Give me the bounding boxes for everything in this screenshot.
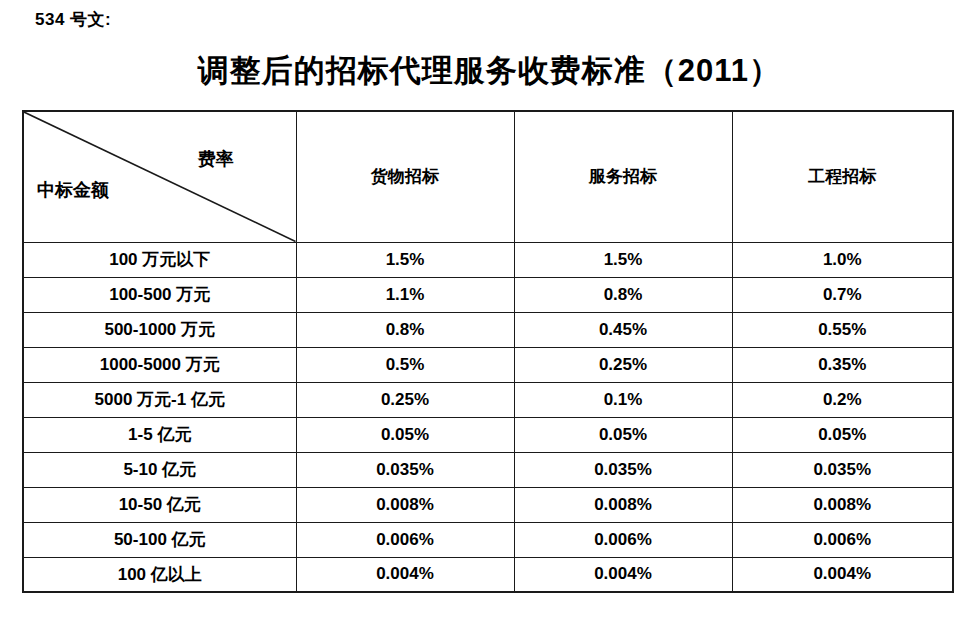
table-row: 10-50 亿元 0.008% 0.008% 0.008% bbox=[23, 487, 953, 522]
rate-cell: 0.35% bbox=[732, 347, 953, 382]
rate-cell: 1.1% bbox=[296, 277, 514, 312]
table-row: 500-1000 万元 0.8% 0.45% 0.55% bbox=[23, 312, 953, 347]
column-header-goods: 货物招标 bbox=[296, 111, 514, 242]
amount-cell: 50-100 亿元 bbox=[23, 522, 296, 557]
rate-cell: 0.8% bbox=[514, 277, 732, 312]
rate-cell: 0.45% bbox=[514, 312, 732, 347]
column-header-engineering: 工程招标 bbox=[732, 111, 953, 242]
table-row: 1-5 亿元 0.05% 0.05% 0.05% bbox=[23, 417, 953, 452]
rate-cell: 0.004% bbox=[732, 557, 953, 592]
document-number-label: 534 号文: bbox=[35, 8, 111, 31]
diagonal-corner-cell: 费率 中标金额 bbox=[23, 111, 296, 242]
amount-cell: 1-5 亿元 bbox=[23, 417, 296, 452]
rate-cell: 0.008% bbox=[732, 487, 953, 522]
rate-cell: 0.008% bbox=[514, 487, 732, 522]
table-row: 50-100 亿元 0.006% 0.006% 0.006% bbox=[23, 522, 953, 557]
document-page: 534 号文: 调整后的招标代理服务收费标准（2011） 费率 中标金额 货物招… bbox=[0, 0, 979, 629]
amount-cell: 1000-5000 万元 bbox=[23, 347, 296, 382]
rate-cell: 0.035% bbox=[296, 452, 514, 487]
rate-cell: 0.8% bbox=[296, 312, 514, 347]
rate-cell: 0.5% bbox=[296, 347, 514, 382]
rate-cell: 0.004% bbox=[296, 557, 514, 592]
rate-cell: 0.1% bbox=[514, 382, 732, 417]
corner-label-rate: 费率 bbox=[198, 147, 234, 171]
table-header-row: 费率 中标金额 货物招标 服务招标 工程招标 bbox=[23, 111, 953, 242]
rate-cell: 0.05% bbox=[514, 417, 732, 452]
rate-cell: 0.25% bbox=[296, 382, 514, 417]
table-row: 100 亿以上 0.004% 0.004% 0.004% bbox=[23, 557, 953, 592]
rate-cell: 0.006% bbox=[732, 522, 953, 557]
rate-cell: 0.006% bbox=[296, 522, 514, 557]
amount-cell: 5-10 亿元 bbox=[23, 452, 296, 487]
rate-cell: 1.5% bbox=[514, 242, 732, 277]
fee-rate-table: 费率 中标金额 货物招标 服务招标 工程招标 100 万元以下 1.5% 1.5… bbox=[22, 110, 954, 593]
table-row: 100-500 万元 1.1% 0.8% 0.7% bbox=[23, 277, 953, 312]
rate-cell: 0.25% bbox=[514, 347, 732, 382]
amount-cell: 10-50 亿元 bbox=[23, 487, 296, 522]
table-row: 5000 万元-1 亿元 0.25% 0.1% 0.2% bbox=[23, 382, 953, 417]
table-row: 1000-5000 万元 0.5% 0.25% 0.35% bbox=[23, 347, 953, 382]
amount-cell: 100-500 万元 bbox=[23, 277, 296, 312]
rate-cell: 0.006% bbox=[514, 522, 732, 557]
rate-cell: 0.035% bbox=[732, 452, 953, 487]
amount-cell: 500-1000 万元 bbox=[23, 312, 296, 347]
diagonal-divider-line bbox=[24, 112, 296, 242]
rate-cell: 0.035% bbox=[514, 452, 732, 487]
column-header-service: 服务招标 bbox=[514, 111, 732, 242]
rate-cell: 0.7% bbox=[732, 277, 953, 312]
rate-cell: 0.55% bbox=[732, 312, 953, 347]
page-title: 调整后的招标代理服务收费标准（2011） bbox=[0, 50, 979, 92]
rate-cell: 0.004% bbox=[514, 557, 732, 592]
rate-cell: 0.05% bbox=[296, 417, 514, 452]
amount-cell: 100 亿以上 bbox=[23, 557, 296, 592]
corner-label-amount: 中标金额 bbox=[37, 178, 109, 202]
rate-cell: 0.2% bbox=[732, 382, 953, 417]
rate-cell: 0.008% bbox=[296, 487, 514, 522]
rate-cell: 1.5% bbox=[296, 242, 514, 277]
rate-cell: 1.0% bbox=[732, 242, 953, 277]
table-row: 5-10 亿元 0.035% 0.035% 0.035% bbox=[23, 452, 953, 487]
amount-cell: 5000 万元-1 亿元 bbox=[23, 382, 296, 417]
amount-cell: 100 万元以下 bbox=[23, 242, 296, 277]
table-row: 100 万元以下 1.5% 1.5% 1.0% bbox=[23, 242, 953, 277]
rate-cell: 0.05% bbox=[732, 417, 953, 452]
